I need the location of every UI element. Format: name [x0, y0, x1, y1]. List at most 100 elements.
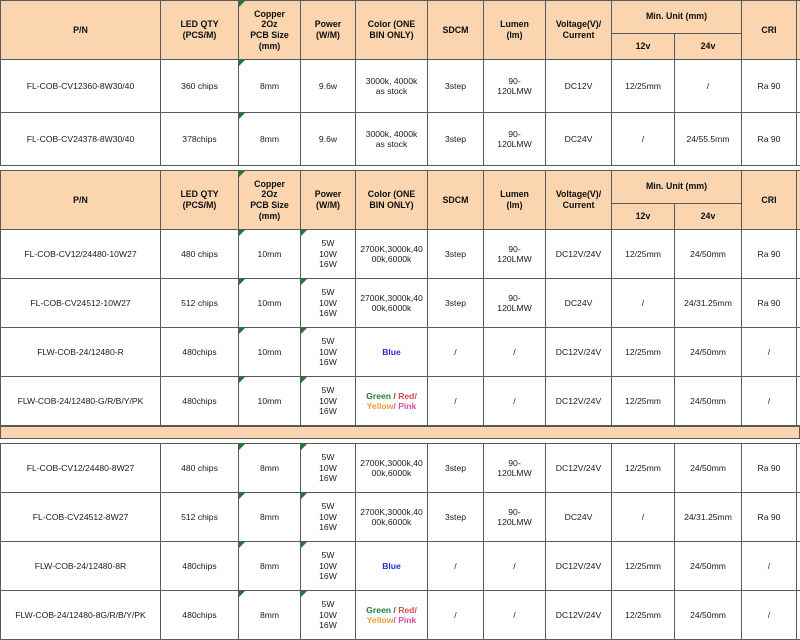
- color-swatch-pink: Pink: [398, 615, 416, 625]
- cell-power: 5W 10W 16W: [301, 328, 356, 377]
- cell-min-12v: 12/25mm: [612, 542, 675, 591]
- col-header-power: Power (W/M): [301, 171, 356, 230]
- cell-warranty: 3Years: [797, 591, 800, 640]
- cell-voltage: DC12V/24V: [546, 328, 612, 377]
- color-swatch-yellow: Yellow: [367, 615, 394, 625]
- cell-warranty: 3Years: [797, 113, 800, 166]
- cell-color: 3000k, 4000k as stock: [356, 113, 428, 166]
- cell-cri: /: [742, 591, 797, 640]
- table-body-2: FL-COB-CV12/24480-10W27 480 chips 10mm 5…: [1, 230, 800, 426]
- cell-lumen: /: [484, 328, 546, 377]
- table-header-2: P/N LED QTY (PCS/M) Copper 2Oz PCB Size …: [1, 171, 800, 230]
- cell-pcb-label: 8mm: [260, 134, 279, 144]
- comment-marker-icon: [301, 279, 307, 285]
- table-row: FL-COB-CV12360-8W30/40 360 chips 8mm 9.6…: [1, 60, 800, 113]
- cell-power: 5W 10W 16W: [301, 542, 356, 591]
- table-body-3: FL-COB-CV12/24480-8W27 480 chips 8mm 5W …: [1, 444, 800, 640]
- section-separator-band: [0, 426, 800, 439]
- table-header-1: P/N LED QTY (PCS/M) Copper 2Oz PCB Size …: [1, 1, 800, 60]
- cell-power: 9.6w: [301, 113, 356, 166]
- cell-voltage: DC12V/24V: [546, 230, 612, 279]
- cell-sdcm: 3step: [428, 113, 484, 166]
- col-header-power: Power (W/M): [301, 1, 356, 60]
- cell-cri: Ra 90: [742, 444, 797, 493]
- cell-warranty: 3Years: [797, 60, 800, 113]
- cell-color: Green / Red/Yellow/ Pink: [356, 591, 428, 640]
- cell-led-qty: 480chips: [161, 377, 239, 426]
- comment-marker-icon: [301, 328, 307, 334]
- cell-lumen: 90- 120LMW: [484, 493, 546, 542]
- cell-pn: FL-COB-CV12360-8W30/40: [1, 60, 161, 113]
- cell-pn: FLW-COB-24/12480-G/R/B/Y/PK: [1, 377, 161, 426]
- comment-marker-icon: [239, 377, 245, 383]
- cell-min-24v: 24/31.25mm: [675, 493, 742, 542]
- cell-voltage: DC24V: [546, 279, 612, 328]
- cell-pcb: 8mm: [239, 60, 301, 113]
- cell-lumen: 90- 120LMW: [484, 113, 546, 166]
- cell-pcb-label: 8mm: [260, 463, 279, 473]
- cell-power-label: 5W 10W 16W: [319, 599, 337, 630]
- comment-marker-icon: [239, 591, 245, 597]
- cell-voltage: DC24V: [546, 493, 612, 542]
- cell-pcb: 10mm: [239, 328, 301, 377]
- table-row: FLW-COB-24/12480-G/R/B/Y/PK 480chips 10m…: [1, 377, 800, 426]
- col-header-min-unit: Min. Unit (mm): [612, 171, 742, 204]
- col-header-min-unit-24v: 24v: [675, 33, 742, 59]
- comment-marker-icon: [301, 230, 307, 236]
- cell-power-label: 5W 10W 16W: [319, 385, 337, 416]
- cell-min-12v: /: [612, 493, 675, 542]
- cell-pcb: 10mm: [239, 279, 301, 328]
- header-row-main: P/N LED QTY (PCS/M) Copper 2Oz PCB Size …: [1, 1, 800, 34]
- cell-cri: /: [742, 542, 797, 591]
- cell-lumen: 90- 120LMW: [484, 230, 546, 279]
- cell-voltage: DC12V/24V: [546, 591, 612, 640]
- cell-pcb: 10mm: [239, 377, 301, 426]
- cell-color: Green / Red/Yellow/ Pink: [356, 377, 428, 426]
- color-swatch-yellow: Yellow: [367, 401, 394, 411]
- col-header-cri: CRI: [742, 1, 797, 60]
- col-header-sdcm: SDCM: [428, 171, 484, 230]
- cell-pcb-label: 10mm: [258, 396, 282, 406]
- cell-color: 3000k, 4000k as stock: [356, 60, 428, 113]
- cell-min-12v: 12/25mm: [612, 377, 675, 426]
- comment-marker-icon: [301, 591, 307, 597]
- cell-pcb-label: 10mm: [258, 298, 282, 308]
- col-header-warranty: Warranty (IP20 5Y, waterproof 3Y): [797, 171, 800, 230]
- cell-led-qty: 480 chips: [161, 230, 239, 279]
- cell-lumen: 90- 120LMW: [484, 279, 546, 328]
- comment-marker-icon: [239, 230, 245, 236]
- cell-color: 2700K,3000k,4000k,6000k: [356, 230, 428, 279]
- color-sep: /: [414, 391, 416, 401]
- cell-warranty: 3Years: [797, 493, 800, 542]
- col-header-pcb-size-label: Copper 2Oz PCB Size (mm): [250, 179, 289, 221]
- cell-led-qty: 512 chips: [161, 279, 239, 328]
- cell-lumen: 90- 120LMW: [484, 60, 546, 113]
- comment-marker-icon: [239, 60, 245, 66]
- cell-voltage: DC12V/24V: [546, 542, 612, 591]
- cell-cri: /: [742, 328, 797, 377]
- cell-sdcm: 3step: [428, 230, 484, 279]
- cell-power: 5W 10W 16W: [301, 279, 356, 328]
- cell-lumen: /: [484, 542, 546, 591]
- comment-marker-icon: [301, 542, 307, 548]
- cell-sdcm: /: [428, 377, 484, 426]
- cell-color: 2700K,3000k,4000k,6000k: [356, 493, 428, 542]
- col-header-pn: P/N: [1, 1, 161, 60]
- color-sep: /: [391, 605, 398, 615]
- table-row: FL-COB-CV12/24480-10W27 480 chips 10mm 5…: [1, 230, 800, 279]
- color-swatch-pink: Pink: [398, 401, 416, 411]
- col-header-voltage: Voltage(V)/ Current: [546, 171, 612, 230]
- cell-min-12v: /: [612, 113, 675, 166]
- spec-table-section-3: FL-COB-CV12/24480-8W27 480 chips 8mm 5W …: [0, 443, 800, 640]
- table-body-1: FL-COB-CV12360-8W30/40 360 chips 8mm 9.6…: [1, 60, 800, 166]
- cell-power-label: 5W 10W 16W: [319, 238, 337, 269]
- cell-color: 2700K,3000k,4000k,6000k: [356, 279, 428, 328]
- table-row: FLW-COB-24/12480-8G/R/B/Y/PK 480chips 8m…: [1, 591, 800, 640]
- color-swatch-red: Red: [398, 391, 414, 401]
- cell-power-label: 5W 10W 16W: [319, 550, 337, 581]
- comment-marker-icon: [301, 444, 307, 450]
- cell-cri: /: [742, 377, 797, 426]
- comment-marker-icon: [239, 542, 245, 548]
- cell-cri: Ra 90: [742, 230, 797, 279]
- cell-cri: Ra 90: [742, 113, 797, 166]
